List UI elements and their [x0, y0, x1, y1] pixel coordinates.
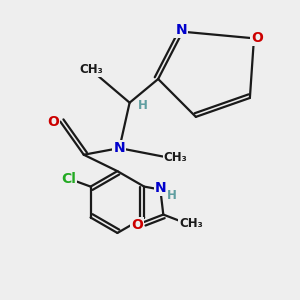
Text: N: N [175, 23, 187, 37]
Text: CH₃: CH₃ [179, 217, 203, 230]
Text: H: H [138, 99, 148, 112]
Text: H: H [167, 189, 176, 202]
Text: CH₃: CH₃ [79, 63, 103, 76]
Text: O: O [131, 218, 143, 232]
Text: CH₃: CH₃ [164, 151, 188, 164]
Text: O: O [47, 115, 59, 129]
Text: N: N [114, 141, 125, 155]
Text: Cl: Cl [61, 172, 76, 186]
Text: O: O [251, 31, 263, 45]
Text: N: N [155, 181, 167, 195]
